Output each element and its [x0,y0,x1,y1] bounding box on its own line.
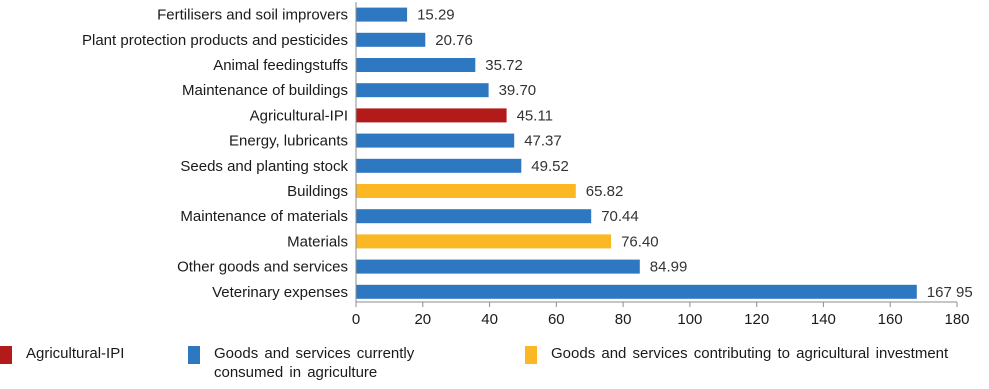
bar [356,209,592,224]
data-label: 167 95 [927,284,973,301]
category-label: Veterinary expenses [212,284,348,301]
legend-swatch-goods [188,346,200,364]
legend-label-ipi: Agricultural-IPI [26,345,125,362]
x-tick-label: 140 [811,311,836,328]
data-label: 20.76 [435,32,473,49]
category-label: Materials [287,233,348,250]
x-tick-label: 120 [744,311,769,328]
legend-label-goods: Goods and services currently consumed in… [214,345,415,381]
x-tick-label: 40 [481,311,498,328]
category-label: Animal feedingstuffs [213,57,348,74]
category-label: Seeds and planting stock [180,158,348,175]
data-label: 45.11 [517,107,553,124]
legend-item-goods-consumed: Goods and services currently consumed in… [188,344,508,382]
data-label: 84.99 [650,259,688,276]
x-tick-label: 180 [944,311,969,328]
category-label: Buildings [287,183,348,200]
data-label: 70.44 [601,208,639,225]
category-label: Fertilisers and soil improvers [157,7,348,24]
data-label: 65.82 [586,183,624,200]
data-label: 76.40 [621,233,659,250]
bar [356,158,522,173]
data-label: 15.29 [417,7,455,24]
bar [356,83,489,98]
bar [356,234,612,249]
legend-swatch-investment [525,346,537,364]
category-label: Agricultural-IPI [250,107,348,124]
x-tick-label: 160 [878,311,903,328]
legend-item-investment: Goods and services contributing to agric… [525,344,965,364]
bar [356,284,917,299]
category-label: Other goods and services [177,259,348,276]
x-tick-label: 100 [677,311,702,328]
bar-chart: Fertilisers and soil improvers 15.29 Plant… [82,2,973,328]
x-tick-label: 0 [352,311,360,328]
bar [356,32,426,47]
x-tick-label: 80 [615,311,632,328]
bar [356,58,476,72]
bar [356,259,640,274]
bar [356,108,507,123]
chart-legend: Agricultural-IPI Goods and services curr… [0,340,989,389]
legend-label-investment: Goods and services contributing to agric… [551,345,949,362]
data-label: 47.37 [524,133,562,150]
category-label: Maintenance of materials [180,208,348,225]
category-label: Energy, lubricants [229,133,348,150]
data-label: 35.72 [485,57,523,74]
bar [356,184,576,198]
data-label: 49.52 [531,158,569,175]
x-tick-label: 60 [548,311,565,328]
bar [356,133,515,148]
category-label: Plant protection products and pesticides [82,32,348,49]
bar [356,7,408,22]
legend-item-agricultural-ipi: Agricultural-IPI [0,344,170,364]
x-tick-label: 20 [414,311,431,328]
category-label: Maintenance of buildings [182,82,348,99]
legend-swatch-ipi [0,346,12,364]
data-label: 39.70 [499,82,537,99]
